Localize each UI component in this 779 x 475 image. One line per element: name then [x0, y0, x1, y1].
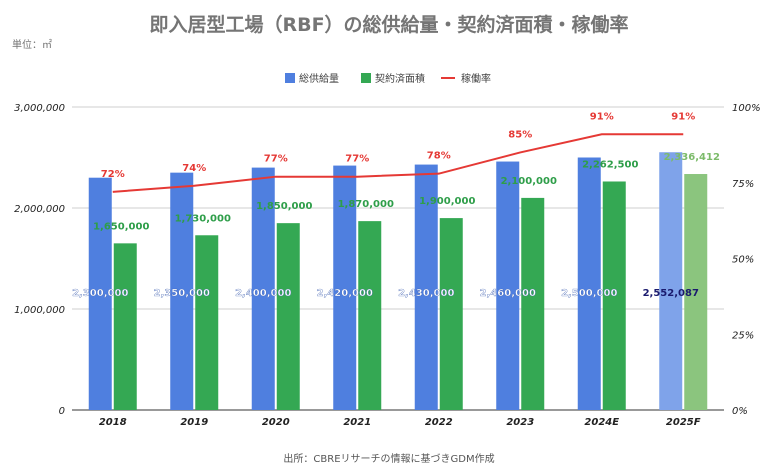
legend-label-supply: 総供給量 — [299, 72, 339, 85]
contract-value-label: 1,900,000 — [419, 196, 475, 207]
supply-value-label: 2,400,000 — [235, 288, 291, 299]
contract-value-label: 2,336,412 — [664, 152, 720, 163]
supply-bar — [333, 165, 357, 410]
supply-value-label: 2,552,087 — [643, 288, 699, 299]
contract-bar — [521, 197, 545, 410]
y-right-tick-label: 0% — [732, 406, 748, 417]
legend-swatch-supply — [285, 73, 295, 83]
supply-value-label: 2,500,000 — [561, 288, 617, 299]
rate-value-label: 91% — [590, 111, 614, 122]
y-left-tick-label: 0 — [59, 406, 65, 417]
grid — [72, 106, 724, 411]
y-right-tick-label: 75% — [732, 179, 754, 190]
supply-value-label: 2,430,000 — [398, 288, 454, 299]
y-right-tick-label: 25% — [732, 330, 754, 341]
contract-bar — [684, 174, 708, 410]
axis-left: 0 1,000,000 2,000,000 3,000,000 — [14, 103, 65, 417]
legend: 総供給量 契約済面積 稼働率 — [285, 72, 491, 85]
x-tick-label: 2025F — [666, 417, 701, 428]
contract-bar — [358, 221, 382, 410]
contract-bar — [195, 235, 219, 410]
x-axis: 2018 2019 2020 2021 2022 2023 2024E 2025F — [99, 417, 701, 428]
rate-series-line — [112, 133, 684, 193]
y-left-tick-label: 1,000,000 — [14, 305, 65, 316]
source-note: 出所：CBREリサーチの情報に基づきGDM作成 — [283, 452, 494, 465]
rate-value-label: 91% — [671, 111, 695, 122]
contract-bar — [113, 243, 137, 410]
supply-value-label: 2,300,000 — [72, 288, 128, 299]
contract-bar — [602, 181, 626, 410]
bars — [88, 152, 708, 411]
rate-value-label: 78% — [427, 151, 451, 162]
supply-bar — [88, 177, 112, 410]
supply-bar — [251, 167, 275, 410]
y-right-tick-label: 100% — [732, 103, 761, 114]
supply-bar — [170, 172, 194, 410]
contract-value-label: 1,730,000 — [175, 213, 231, 224]
x-tick-label: 2019 — [180, 417, 208, 428]
supply-bar — [496, 161, 520, 410]
contract-value-label: 1,850,000 — [256, 201, 312, 212]
contract-bar — [276, 223, 300, 410]
contract-value-label: 2,100,000 — [501, 176, 557, 187]
legend-label-contract: 契約済面積 — [375, 72, 425, 85]
data-labels: 2,300,000 1,650,000 72% 2,350,000 1,730,000 7… — [72, 111, 720, 299]
y-left-tick-label: 3,000,000 — [14, 103, 65, 114]
contract-value-label: 1,870,000 — [338, 199, 394, 210]
chart-title: 即入居型工場（RBF）の総供給量・契約済面積・稼働率 — [149, 13, 628, 36]
contract-value-label: 1,650,000 — [93, 221, 149, 232]
contract-value-label: 2,262,500 — [582, 159, 638, 170]
axis-right: 0% 25% 50% 75% 100% — [732, 103, 761, 417]
supply-bar — [659, 152, 683, 411]
supply-value-label: 2,420,000 — [317, 288, 373, 299]
x-tick-label: 2018 — [99, 417, 127, 428]
y-left-tick-label: 2,000,000 — [14, 204, 65, 215]
x-tick-label: 2024E — [584, 417, 619, 428]
rate-value-label: 77% — [345, 154, 369, 165]
rate-line — [112, 133, 684, 193]
unit-label: 単位：㎡ — [12, 38, 52, 51]
x-tick-label: 2022 — [425, 417, 453, 428]
rate-value-label: 72% — [101, 169, 125, 180]
legend-label-rate: 稼働率 — [461, 72, 491, 85]
x-tick-label: 2020 — [262, 417, 290, 428]
legend-swatch-contract — [361, 73, 371, 83]
y-right-tick-label: 50% — [732, 255, 754, 266]
rate-value-label: 77% — [264, 154, 288, 165]
rate-value-label: 74% — [182, 163, 206, 174]
supply-bar — [577, 157, 601, 410]
rate-value-label: 85% — [508, 129, 532, 140]
supply-value-label: 2,460,000 — [480, 288, 536, 299]
supply-bar — [414, 164, 438, 410]
x-tick-label: 2023 — [506, 417, 534, 428]
supply-value-label: 2,350,000 — [154, 288, 210, 299]
contract-bar — [439, 218, 463, 410]
x-tick-label: 2021 — [343, 417, 371, 428]
